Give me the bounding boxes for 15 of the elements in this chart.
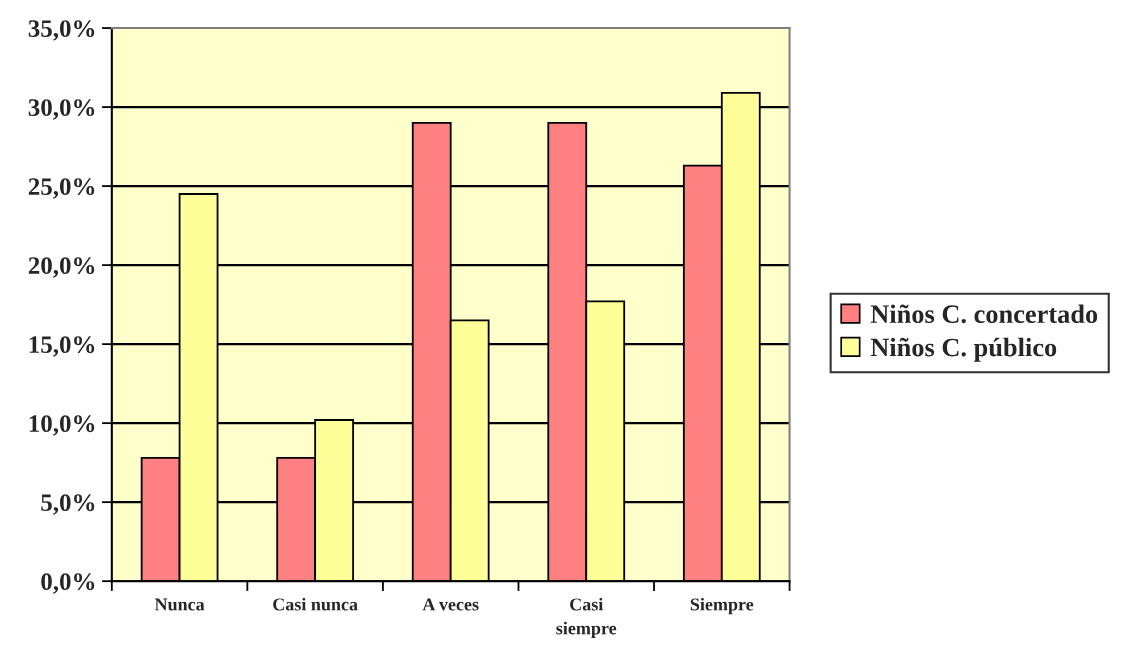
x-tick-label: Siempre — [690, 597, 754, 615]
x-tick-label: Casi siempre — [556, 597, 617, 639]
y-tick-label: 0,0% — [41, 573, 95, 594]
x-tick-label: Nunca — [154, 598, 205, 611]
legend-label: Niños C. público — [870, 337, 1057, 362]
x-tick-label: A veces — [422, 598, 479, 611]
y-tick-label: 10,0% — [29, 415, 95, 436]
y-tick-label: 15,0% — [29, 336, 95, 357]
y-tick-label: 30,0% — [28, 99, 95, 120]
y-tick-label: 35,0% — [28, 20, 95, 41]
y-tick-label: 25,0% — [28, 178, 95, 199]
y-tick-label: 5,0% — [41, 494, 95, 515]
y-tick-label: 20,0% — [28, 257, 95, 278]
x-tick-label: Casi nunca — [273, 597, 358, 611]
legend-label: Niños C. concertado — [870, 304, 1098, 324]
